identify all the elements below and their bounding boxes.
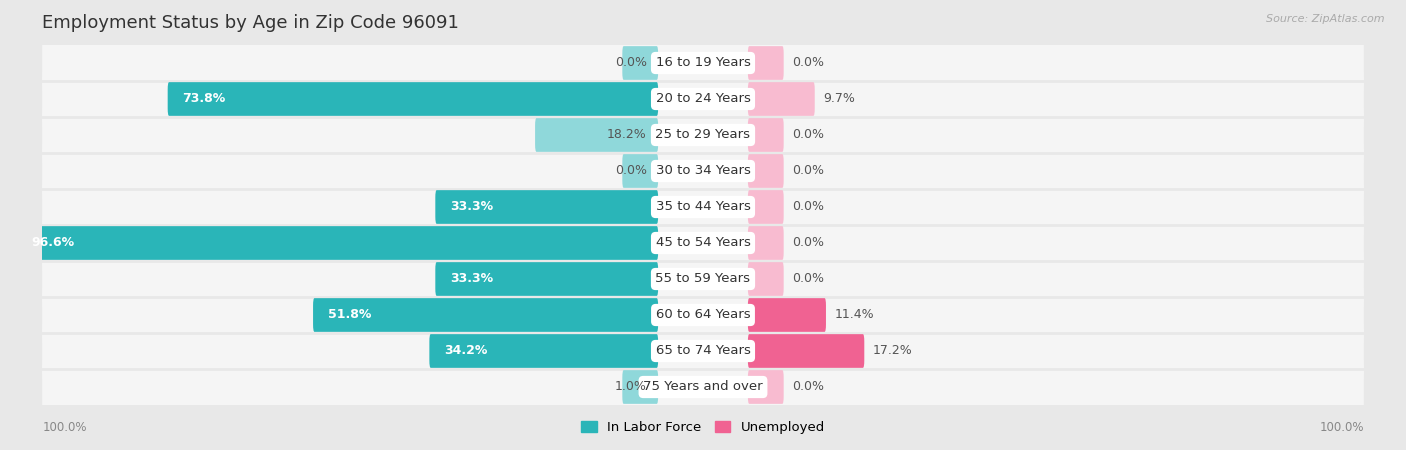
Text: 51.8%: 51.8%: [328, 309, 371, 321]
Text: 0.0%: 0.0%: [792, 57, 824, 69]
Text: 0.0%: 0.0%: [614, 57, 647, 69]
FancyBboxPatch shape: [42, 245, 1364, 313]
Text: 75 Years and over: 75 Years and over: [643, 381, 763, 393]
FancyBboxPatch shape: [42, 173, 1364, 241]
Text: 16 to 19 Years: 16 to 19 Years: [655, 57, 751, 69]
Text: 30 to 34 Years: 30 to 34 Years: [655, 165, 751, 177]
Text: 9.7%: 9.7%: [824, 93, 855, 105]
FancyBboxPatch shape: [748, 154, 783, 188]
Text: 100.0%: 100.0%: [1319, 421, 1364, 434]
Text: 17.2%: 17.2%: [873, 345, 912, 357]
FancyBboxPatch shape: [748, 262, 783, 296]
FancyBboxPatch shape: [623, 370, 658, 404]
FancyBboxPatch shape: [42, 29, 1364, 97]
Text: 96.6%: 96.6%: [31, 237, 75, 249]
Text: 33.3%: 33.3%: [450, 201, 494, 213]
Text: 65 to 74 Years: 65 to 74 Years: [655, 345, 751, 357]
FancyBboxPatch shape: [748, 46, 783, 80]
Text: Employment Status by Age in Zip Code 96091: Employment Status by Age in Zip Code 960…: [42, 14, 458, 32]
Text: 73.8%: 73.8%: [183, 93, 225, 105]
FancyBboxPatch shape: [42, 353, 1364, 421]
FancyBboxPatch shape: [42, 317, 1364, 385]
FancyBboxPatch shape: [167, 82, 658, 116]
FancyBboxPatch shape: [42, 137, 1364, 205]
Text: 0.0%: 0.0%: [792, 273, 824, 285]
Text: 35 to 44 Years: 35 to 44 Years: [655, 201, 751, 213]
FancyBboxPatch shape: [536, 118, 658, 152]
FancyBboxPatch shape: [42, 209, 1364, 277]
Text: 100.0%: 100.0%: [42, 421, 87, 434]
Text: 0.0%: 0.0%: [614, 165, 647, 177]
FancyBboxPatch shape: [42, 281, 1364, 349]
Text: 0.0%: 0.0%: [792, 129, 824, 141]
Text: 0.0%: 0.0%: [792, 381, 824, 393]
FancyBboxPatch shape: [748, 82, 814, 116]
Text: 45 to 54 Years: 45 to 54 Years: [655, 237, 751, 249]
Text: 1.0%: 1.0%: [614, 381, 647, 393]
FancyBboxPatch shape: [436, 190, 658, 224]
FancyBboxPatch shape: [623, 154, 658, 188]
Text: 33.3%: 33.3%: [450, 273, 494, 285]
FancyBboxPatch shape: [748, 226, 783, 260]
Text: 11.4%: 11.4%: [835, 309, 875, 321]
FancyBboxPatch shape: [42, 101, 1364, 169]
Text: 0.0%: 0.0%: [792, 237, 824, 249]
Text: Source: ZipAtlas.com: Source: ZipAtlas.com: [1267, 14, 1385, 23]
Text: 20 to 24 Years: 20 to 24 Years: [655, 93, 751, 105]
Text: 55 to 59 Years: 55 to 59 Years: [655, 273, 751, 285]
Text: 25 to 29 Years: 25 to 29 Years: [655, 129, 751, 141]
FancyBboxPatch shape: [623, 46, 658, 80]
FancyBboxPatch shape: [42, 65, 1364, 133]
FancyBboxPatch shape: [17, 226, 658, 260]
Text: 0.0%: 0.0%: [792, 165, 824, 177]
FancyBboxPatch shape: [748, 190, 783, 224]
Text: 60 to 64 Years: 60 to 64 Years: [655, 309, 751, 321]
Text: 0.0%: 0.0%: [792, 201, 824, 213]
FancyBboxPatch shape: [748, 334, 865, 368]
Legend: In Labor Force, Unemployed: In Labor Force, Unemployed: [575, 415, 831, 439]
FancyBboxPatch shape: [429, 334, 658, 368]
Text: 18.2%: 18.2%: [607, 129, 647, 141]
FancyBboxPatch shape: [314, 298, 658, 332]
Text: 34.2%: 34.2%: [444, 345, 488, 357]
FancyBboxPatch shape: [436, 262, 658, 296]
FancyBboxPatch shape: [748, 118, 783, 152]
FancyBboxPatch shape: [748, 298, 825, 332]
FancyBboxPatch shape: [748, 370, 783, 404]
